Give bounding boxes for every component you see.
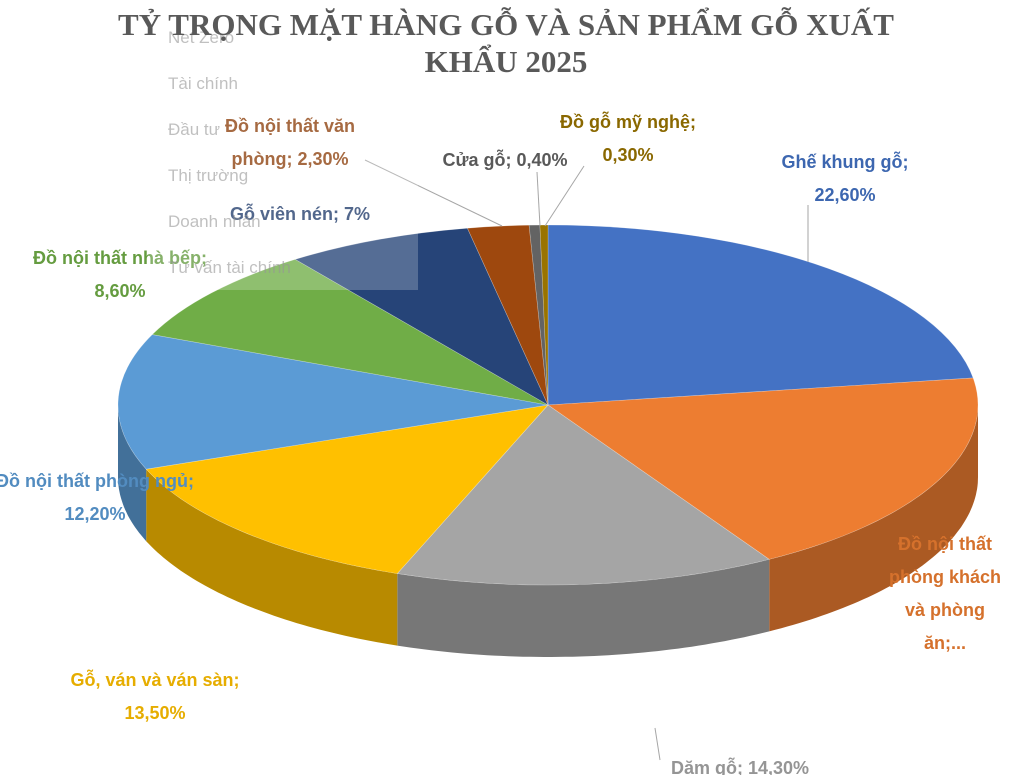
leader-line [544,165,585,227]
slice [145,404,549,574]
leader-line [536,171,541,227]
slice-side [146,469,398,646]
data-label: Cửa gỗ; 0,40% [442,150,568,170]
slice [547,224,974,406]
slice [117,334,549,470]
data-label: Đồ nội thất phòng khách và phòng ăn;... [889,534,1001,653]
menu-item: Đầu tư [168,120,221,139]
data-label: Ghế khung gỗ; 22,60% [781,152,909,205]
data-label: Đồ nội thất văn phòng; 2,30% [225,116,355,169]
menu-item: Net Zero [168,28,235,47]
leader-line [364,159,503,227]
slice [466,224,549,406]
menu-item: Tư vấn tài chính [168,258,291,277]
data-label: Đồ nội thất phòng ngủ; 12,20% [0,471,194,524]
chart-title: TỶ TRỌNG MẶT HÀNG GỖ VÀ SẢN PHẨM GỖ XUẤT… [118,7,894,79]
data-label: Đồ nội thất nhà bếp; 8,60% [33,248,207,301]
slice [151,259,549,406]
data-label: Gỗ, ván và ván sàn; 13,50% [70,670,240,723]
data-label: Dăm gỗ; 14,30% [670,758,810,775]
menu-item: Thị trường [168,166,249,185]
slice [294,227,549,406]
leader-line [654,727,661,761]
data-label: Gỗ viên nén; 7% [229,204,371,224]
slice-side [397,559,770,657]
menu-item: Tài chính [168,74,238,93]
data-label: Đồ gỗ mỹ nghệ; 0,30% [560,112,696,165]
slice [547,377,979,560]
overlay-menu: Net Zero Tài chính Đầu tư Thị trường Doanh n… [148,0,418,290]
menu-item: Doanh nhân [168,212,261,231]
slice [396,404,770,586]
slice-side [118,405,147,542]
slice-side [769,405,978,632]
